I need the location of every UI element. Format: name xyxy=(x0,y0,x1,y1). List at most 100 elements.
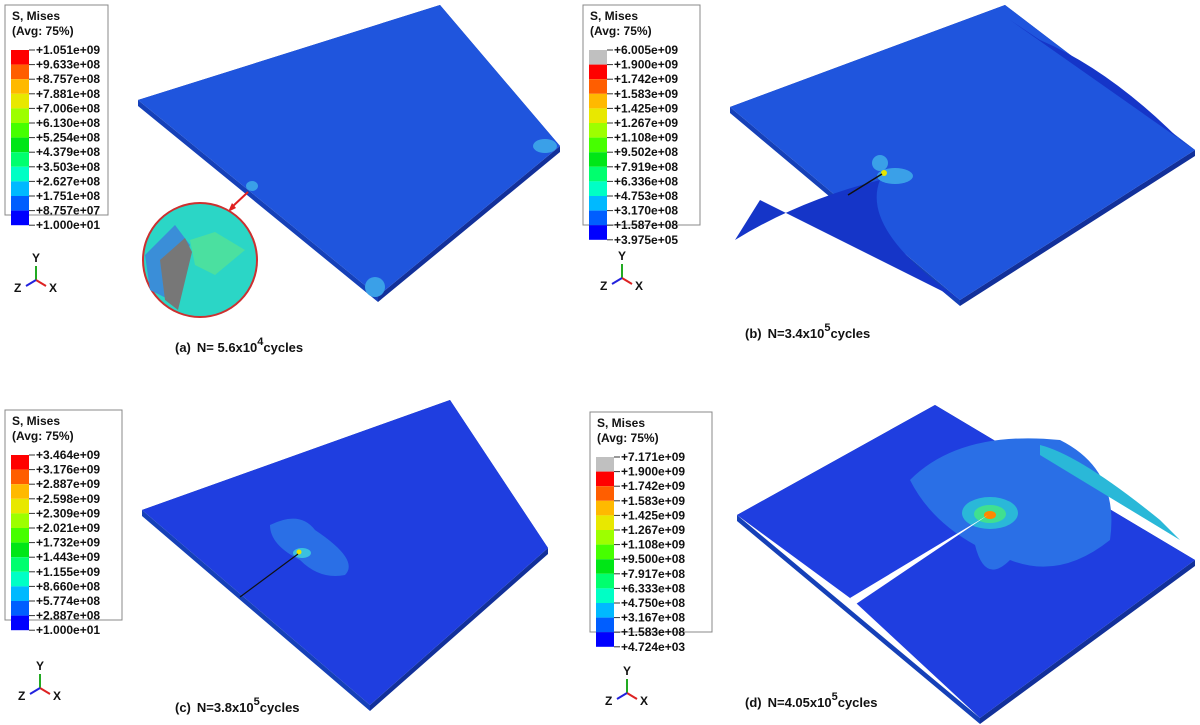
triad-x: X xyxy=(640,694,648,708)
legend-swatch xyxy=(589,137,607,153)
legend-label: +9.502e+08 xyxy=(614,145,678,159)
legend-label: +1.051e+09 xyxy=(36,43,100,57)
plate-c xyxy=(142,400,548,711)
legend-swatch xyxy=(596,573,614,589)
legend-label: +1.583e+09 xyxy=(621,494,685,508)
legend-label: +2.887e+09 xyxy=(36,477,100,491)
legend-swatch xyxy=(11,79,29,94)
legend-title: S, Mises xyxy=(12,9,60,23)
triad-x: X xyxy=(53,689,61,703)
legend-label: +7.919e+08 xyxy=(614,160,678,174)
legend-swatch xyxy=(11,513,29,528)
legend-label: +5.774e+08 xyxy=(36,594,100,608)
legend-swatch xyxy=(589,123,607,138)
caption-text: N=4.05x10 xyxy=(768,695,832,710)
caption-text: N= 5.6x10 xyxy=(197,340,257,355)
legend-swatch xyxy=(11,586,29,601)
legend-label: +7.881e+08 xyxy=(36,87,100,101)
legend-label: +1.425e+09 xyxy=(621,508,685,522)
triad-y: Y xyxy=(623,664,631,678)
plate-b xyxy=(730,5,1195,306)
axis-x xyxy=(621,277,633,285)
triad-z: Z xyxy=(14,281,21,295)
legend-swatch xyxy=(11,484,29,499)
legend-swatch xyxy=(589,64,607,80)
legend-swatch xyxy=(11,571,29,587)
legend-swatch xyxy=(589,225,607,240)
panel: S, Mises(Avg: 75%)+7.171e+09+1.900e+09+1… xyxy=(589,411,878,710)
caption: (b) N=3.4x105cycles xyxy=(745,322,870,341)
legend-label: +1.267e+09 xyxy=(621,523,685,537)
legend-label: +4.379e+08 xyxy=(36,145,100,159)
legend-swatch xyxy=(11,542,29,558)
legend-swatch xyxy=(11,181,29,196)
legend-swatch xyxy=(589,166,607,182)
legend-label: +1.108e+09 xyxy=(621,538,685,552)
legend-label: +3.176e+09 xyxy=(36,463,100,477)
legend-label: +1.900e+09 xyxy=(621,465,685,479)
triad-z: Z xyxy=(605,694,612,708)
legend-label: +8.757e+08 xyxy=(36,72,100,86)
legend-swatch xyxy=(11,528,29,543)
legend-swatch xyxy=(11,166,29,182)
axis-z xyxy=(25,279,37,287)
legend-label: +1.900e+09 xyxy=(614,58,678,72)
legend-label: +7.171e+09 xyxy=(621,450,685,464)
legend-swatch xyxy=(11,196,29,211)
legend-label: +5.254e+08 xyxy=(36,131,100,145)
legend-label: +1.155e+09 xyxy=(36,565,100,579)
caption-unit: cycles xyxy=(838,695,878,710)
legend-label: +1.751e+08 xyxy=(36,189,100,203)
legend-label: +1.732e+09 xyxy=(36,536,100,550)
legend-label: +4.753e+08 xyxy=(614,189,678,203)
legend-label: +2.309e+09 xyxy=(36,506,100,520)
legend-swatch xyxy=(596,559,614,574)
legend-swatch xyxy=(11,123,29,138)
axis-z xyxy=(29,687,41,695)
legend-label: +1.587e+08 xyxy=(614,218,678,232)
legend-swatch xyxy=(596,632,614,647)
legend-subtitle: (Avg: 75%) xyxy=(590,24,652,38)
plate-a xyxy=(138,5,560,318)
legend-label: +3.170e+08 xyxy=(614,204,678,218)
legend-label: +2.598e+09 xyxy=(36,492,100,506)
legend-label: +8.660e+08 xyxy=(36,579,100,593)
legend-subtitle: (Avg: 75%) xyxy=(12,24,74,38)
legend-swatch xyxy=(596,544,614,560)
caption-tag: (a) xyxy=(175,340,191,355)
legend-swatch xyxy=(11,93,29,109)
legend-label: +7.917e+08 xyxy=(621,567,685,581)
legend-label: +3.167e+08 xyxy=(621,611,685,625)
legend-swatch xyxy=(11,557,29,572)
legend-swatch xyxy=(11,615,29,631)
legend-swatch xyxy=(11,152,29,167)
legend-label: +1.742e+09 xyxy=(621,479,685,493)
caption-tag: (c) xyxy=(175,700,191,715)
legend-label: +1.443e+09 xyxy=(36,550,100,564)
legend-label: +6.336e+08 xyxy=(614,174,678,188)
legend-label: +4.750e+08 xyxy=(621,596,685,610)
legend-swatch xyxy=(589,210,607,226)
caption-exponent: 5 xyxy=(254,696,260,708)
legend-swatch xyxy=(596,486,614,501)
legend-label: +6.005e+09 xyxy=(614,43,678,57)
legend-label: +1.108e+09 xyxy=(614,131,678,145)
legend-swatch xyxy=(11,108,29,123)
legend-label: +7.006e+08 xyxy=(36,101,100,115)
legend-title: S, Mises xyxy=(12,414,60,428)
axis-z xyxy=(611,277,623,285)
caption-exponent: 4 xyxy=(257,336,264,348)
legend-subtitle: (Avg: 75%) xyxy=(12,429,74,443)
legend-label: +9.633e+08 xyxy=(36,58,100,72)
legend-title: S, Mises xyxy=(590,9,638,23)
legend-swatch xyxy=(596,603,614,618)
legend-label: +6.333e+08 xyxy=(621,581,685,595)
caption-unit: cycles xyxy=(830,326,870,341)
legend-swatch xyxy=(11,50,29,65)
legend-swatch xyxy=(596,515,614,530)
legend-label: +2.627e+08 xyxy=(36,174,100,188)
legend-label: +1.583e+09 xyxy=(614,87,678,101)
legend-subtitle: (Avg: 75%) xyxy=(597,431,659,445)
caption-unit: cycles xyxy=(260,700,300,715)
